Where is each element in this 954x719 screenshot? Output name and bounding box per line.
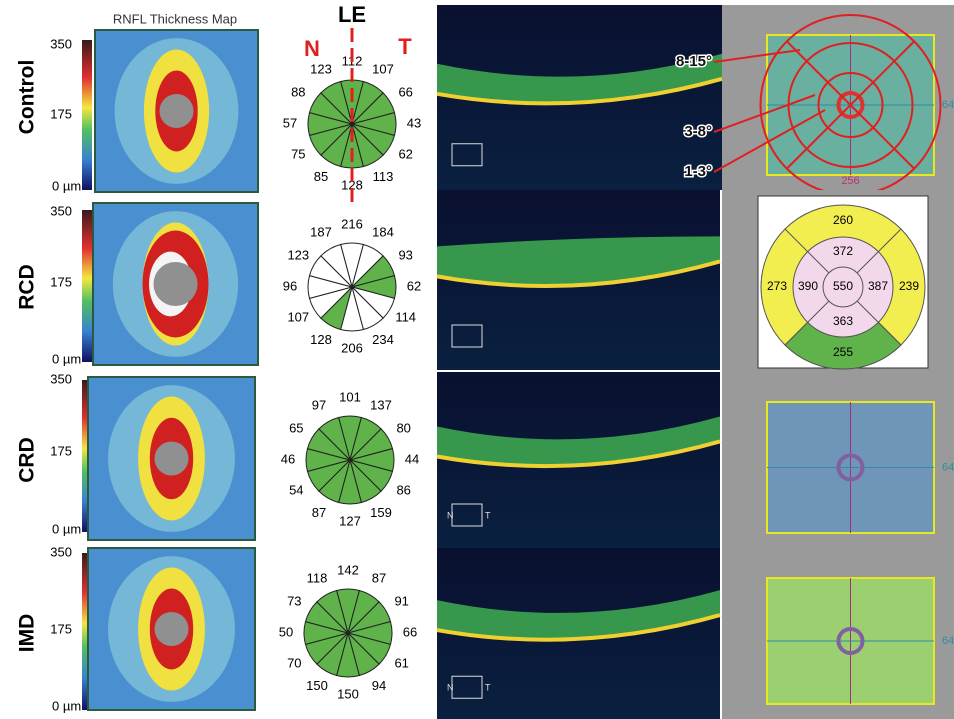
fundus-x-label: 64 (942, 635, 954, 647)
scale-label: 350 (50, 203, 72, 218)
clock-value: 159 (370, 505, 392, 520)
clock-value: 206 (341, 340, 363, 355)
clock-value: 62 (398, 146, 412, 161)
scale-label: 0 µm (52, 521, 81, 536)
clock-value: 128 (310, 332, 332, 347)
clock-value: 123 (310, 62, 332, 77)
clock-value: 96 (283, 278, 297, 293)
clock-value: 85 (314, 169, 328, 184)
clock-value: 123 (287, 247, 309, 262)
eye-label: LE (338, 2, 366, 27)
etdrs-inner-value: 363 (833, 314, 853, 328)
scale-label: 350 (50, 371, 72, 386)
clock-value: 107 (372, 62, 394, 77)
clock-value: 88 (291, 84, 305, 99)
fundus-x-label: 64 (942, 99, 954, 111)
clock-value: 43 (407, 115, 421, 130)
clock-value: 107 (287, 309, 309, 324)
clock-value: 57 (283, 115, 297, 130)
clock-value: 66 (403, 624, 417, 639)
clock-value: 118 (307, 571, 328, 586)
figure: RNFL Thickness Map Control3501750 µm1121… (0, 0, 954, 719)
clock-value: 184 (372, 225, 394, 240)
clock-value: 66 (398, 84, 412, 99)
clock-value: 91 (394, 593, 408, 608)
clock-value: 114 (395, 309, 416, 324)
temporal-label: T (398, 34, 412, 59)
etdrs-outer-value: 273 (767, 279, 787, 293)
clock-value: 216 (341, 216, 363, 231)
row-label: CRD (16, 437, 39, 483)
clock-value: 65 (289, 420, 303, 435)
clock-value: 62 (407, 278, 421, 293)
etdrs-outer-value: 239 (899, 279, 919, 293)
etdrs-inner-value: 387 (868, 279, 888, 293)
scale-label: 175 (50, 621, 72, 636)
row-label: Control (16, 60, 39, 135)
clock-value: 44 (405, 451, 419, 466)
oct-temporal: T (485, 683, 491, 693)
clock-value: 75 (291, 146, 305, 161)
clock-value: 70 (287, 655, 301, 670)
clock-value: 150 (306, 678, 328, 693)
fundus-y-label: 256 (841, 175, 859, 187)
clock-value: 80 (396, 420, 410, 435)
etdrs-inner-value: 390 (798, 279, 818, 293)
clock-value: 61 (394, 655, 408, 670)
scale-label: 0 µm (52, 178, 81, 193)
fundus-x-label: 64 (942, 461, 954, 473)
ring-annotation: 1-3° (684, 163, 712, 180)
optic-disc (155, 612, 189, 646)
scale-label: 350 (50, 544, 72, 559)
ring-annotation: 3-8° (684, 123, 712, 140)
etdrs-inner-value: 372 (833, 244, 853, 258)
color-bar (82, 40, 92, 190)
scale-label: 175 (50, 106, 72, 121)
nasal-label: N (304, 36, 320, 61)
clock-value: 87 (372, 571, 386, 586)
etdrs-outer-value: 260 (833, 213, 853, 227)
clock-value: 73 (287, 593, 301, 608)
etdrs-center-value: 550 (833, 279, 853, 293)
clock-value: 97 (312, 398, 326, 413)
clock-value: 137 (370, 398, 392, 413)
clock-value: 87 (312, 505, 326, 520)
row-label: IMD (16, 614, 39, 653)
optic-disc (160, 94, 194, 128)
etdrs-outer-value: 255 (833, 345, 853, 359)
map-title: RNFL Thickness Map (113, 11, 237, 26)
clock-value: 187 (310, 225, 332, 240)
clock-value: 94 (372, 678, 386, 693)
scale-label: 0 µm (52, 698, 81, 713)
clock-value: 113 (373, 169, 394, 184)
clock-value: 54 (289, 482, 303, 497)
clock-value: 150 (337, 686, 359, 701)
clock-value: 101 (339, 389, 361, 404)
optic-disc (155, 442, 189, 476)
oct-nasal: N (447, 683, 454, 693)
color-bar (82, 210, 92, 362)
clock-value: 46 (281, 451, 295, 466)
oct-nasal: N (447, 510, 454, 520)
ring-annotation: 8-15° (676, 53, 712, 70)
optic-disc (154, 262, 198, 306)
row-label: RCD (16, 264, 39, 310)
clock-value: 142 (337, 562, 359, 577)
oct-temporal: T (485, 510, 491, 520)
scale-label: 175 (50, 274, 72, 289)
scale-label: 350 (50, 36, 72, 51)
clock-value: 93 (398, 247, 412, 262)
scale-label: 175 (50, 443, 72, 458)
clock-value: 50 (279, 624, 293, 639)
scale-label: 0 µm (52, 351, 81, 366)
clock-value: 234 (372, 332, 394, 347)
clock-value: 86 (396, 482, 410, 497)
clock-value: 127 (339, 513, 361, 528)
